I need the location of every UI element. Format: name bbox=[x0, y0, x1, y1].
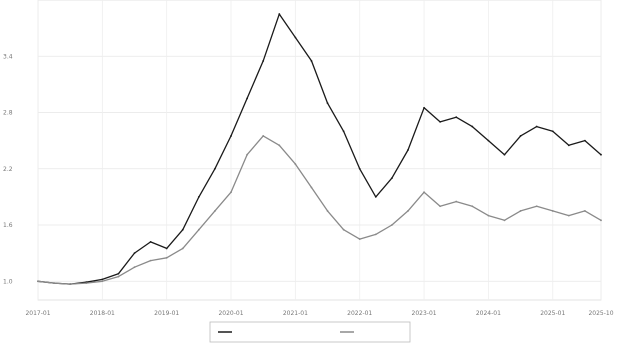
x-tick-label: 2021-01 bbox=[283, 310, 308, 317]
series-1-point bbox=[246, 97, 249, 100]
series-1-point bbox=[423, 106, 425, 109]
series-1-point bbox=[567, 144, 570, 147]
x-tick-label: 2017-01 bbox=[25, 310, 50, 317]
series-layer bbox=[37, 13, 602, 285]
series-1-point bbox=[584, 139, 586, 142]
series-2-point bbox=[53, 282, 55, 285]
series-2-point bbox=[165, 256, 168, 259]
series-1-point bbox=[230, 135, 232, 137]
series-1-point bbox=[197, 195, 200, 198]
series-1-point bbox=[326, 102, 329, 105]
series-1-point bbox=[503, 153, 506, 156]
x-tick-label: 2018-01 bbox=[90, 310, 115, 317]
series-1-point bbox=[214, 167, 216, 170]
series-2-point bbox=[246, 153, 249, 156]
series-2-point bbox=[181, 247, 184, 250]
axis-layer: 1.0 1.6 2.2 2.8 3.4 2017-01 2018-01 2019-01 2020… bbox=[3, 53, 614, 317]
series-1-point bbox=[294, 36, 297, 39]
y-tick-label: 1.6 bbox=[3, 222, 13, 229]
series-2-point bbox=[310, 186, 313, 189]
series-2-point bbox=[455, 200, 458, 203]
series-1-point bbox=[262, 60, 265, 62]
x-tick-label: 2019-01 bbox=[154, 310, 179, 317]
series-1-point bbox=[455, 116, 458, 119]
series-2-point bbox=[407, 210, 409, 212]
series-2-point bbox=[551, 210, 554, 212]
series-2-point bbox=[133, 266, 136, 269]
series-2-point bbox=[214, 210, 216, 212]
series-1-point bbox=[374, 195, 377, 198]
series-1-point bbox=[487, 139, 490, 142]
series-1-point bbox=[149, 240, 152, 243]
series-2-point bbox=[519, 210, 522, 212]
series-2-point bbox=[69, 283, 72, 285]
series-2-point bbox=[358, 238, 361, 240]
x-tick-label: 2022-01 bbox=[347, 310, 372, 317]
series-2-point bbox=[294, 163, 297, 165]
series-1-point bbox=[133, 252, 136, 255]
series-2-point bbox=[487, 214, 490, 217]
series-1-point bbox=[342, 130, 345, 133]
x-tick-label: 2025-10 bbox=[588, 310, 613, 317]
series-2-point bbox=[600, 219, 602, 222]
series-2-point bbox=[390, 224, 393, 226]
series-1-point bbox=[165, 247, 168, 250]
series-2-point bbox=[262, 135, 265, 137]
series-2-point bbox=[230, 191, 232, 194]
series-2-point bbox=[374, 233, 377, 236]
series-1-point bbox=[310, 60, 313, 62]
series-1-point bbox=[519, 135, 522, 137]
y-tick-label: 1.0 bbox=[3, 278, 13, 285]
series-line-1 bbox=[37, 13, 602, 285]
series-2-point bbox=[503, 219, 506, 222]
plot-area bbox=[37, 0, 602, 301]
series-1-point bbox=[471, 125, 474, 128]
series-2-point bbox=[37, 280, 39, 283]
series-1-point bbox=[278, 13, 281, 15]
series-2-point bbox=[101, 280, 104, 283]
legend bbox=[209, 321, 411, 343]
series-line-2 bbox=[37, 135, 602, 285]
series-2-point bbox=[85, 282, 88, 285]
series-2-point bbox=[584, 210, 586, 212]
x-tick-label: 2025-01 bbox=[540, 310, 565, 317]
series-2-point bbox=[535, 205, 538, 208]
series-1-point bbox=[535, 125, 538, 128]
series-1-point bbox=[439, 120, 442, 123]
series-1-point bbox=[407, 149, 409, 151]
series-2-point bbox=[567, 214, 570, 217]
series-2-point bbox=[471, 205, 474, 208]
y-tick-label: 3.4 bbox=[3, 53, 13, 60]
series-2-point bbox=[326, 210, 329, 212]
series-2-point bbox=[117, 275, 120, 278]
x-tick-label: 2020-01 bbox=[218, 310, 243, 317]
y-tick-label: 2.2 bbox=[3, 166, 13, 173]
series-2-point bbox=[423, 191, 425, 194]
series-1-point bbox=[390, 177, 393, 180]
x-tick-label: 2024-01 bbox=[476, 310, 501, 317]
series-1-point bbox=[600, 153, 602, 156]
series-1-point bbox=[117, 272, 120, 275]
series-1-point bbox=[551, 130, 554, 133]
legend-box bbox=[209, 321, 411, 343]
y-tick-label: 2.8 bbox=[3, 110, 13, 117]
series-2-point bbox=[278, 144, 281, 147]
gridlines bbox=[37, 0, 602, 301]
series-2-point bbox=[149, 259, 152, 262]
x-tick-label: 2023-01 bbox=[412, 310, 437, 317]
series-2-point bbox=[197, 228, 200, 231]
series-1-point bbox=[181, 228, 184, 231]
series-1-point bbox=[358, 167, 361, 170]
series-2-point bbox=[342, 228, 345, 231]
series-2-point bbox=[439, 205, 442, 208]
series-1-point bbox=[101, 278, 104, 281]
